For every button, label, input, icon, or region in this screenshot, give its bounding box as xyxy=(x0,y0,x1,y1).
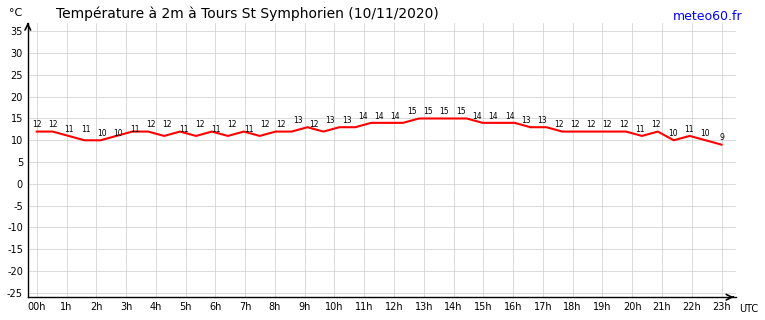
Text: 12: 12 xyxy=(260,120,270,129)
Text: 13: 13 xyxy=(521,116,531,125)
Text: 10: 10 xyxy=(701,129,710,138)
Text: 12: 12 xyxy=(48,120,58,129)
Text: 14: 14 xyxy=(489,112,498,121)
Text: 10: 10 xyxy=(668,129,678,138)
Text: 13: 13 xyxy=(293,116,302,125)
Text: 10: 10 xyxy=(97,129,107,138)
Text: 12: 12 xyxy=(570,120,580,129)
Text: 10: 10 xyxy=(113,129,123,138)
Text: 14: 14 xyxy=(374,112,384,121)
Text: 14: 14 xyxy=(472,112,482,121)
Text: 13: 13 xyxy=(342,116,351,125)
Text: 11: 11 xyxy=(211,125,221,134)
Text: 15: 15 xyxy=(440,107,449,116)
Text: 12: 12 xyxy=(309,120,319,129)
Text: UTC: UTC xyxy=(740,304,759,314)
Text: 11: 11 xyxy=(684,125,694,134)
Text: 15: 15 xyxy=(423,107,433,116)
Text: 15: 15 xyxy=(456,107,465,116)
Text: 14: 14 xyxy=(358,112,368,121)
Text: 12: 12 xyxy=(652,120,661,129)
Text: meteo60.fr: meteo60.fr xyxy=(672,10,742,23)
Text: °C: °C xyxy=(8,8,22,18)
Text: 12: 12 xyxy=(146,120,155,129)
Text: 11: 11 xyxy=(81,125,90,134)
Text: 11: 11 xyxy=(64,125,74,134)
Text: Température à 2m à Tours St Symphorien (10/11/2020): Température à 2m à Tours St Symphorien (… xyxy=(56,7,439,21)
Text: 12: 12 xyxy=(619,120,629,129)
Text: 15: 15 xyxy=(407,107,417,116)
Text: 14: 14 xyxy=(505,112,514,121)
Text: 14: 14 xyxy=(391,112,400,121)
Text: 13: 13 xyxy=(325,116,335,125)
Text: 13: 13 xyxy=(537,116,547,125)
Text: 12: 12 xyxy=(162,120,172,129)
Text: 12: 12 xyxy=(228,120,237,129)
Text: 12: 12 xyxy=(32,120,41,129)
Text: 12: 12 xyxy=(195,120,204,129)
Text: 11: 11 xyxy=(179,125,188,134)
Text: 11: 11 xyxy=(130,125,139,134)
Text: 12: 12 xyxy=(277,120,286,129)
Text: 12: 12 xyxy=(586,120,596,129)
Text: 11: 11 xyxy=(244,125,253,134)
Text: 12: 12 xyxy=(603,120,612,129)
Text: 9: 9 xyxy=(719,133,724,142)
Text: 12: 12 xyxy=(554,120,563,129)
Text: 11: 11 xyxy=(635,125,645,134)
